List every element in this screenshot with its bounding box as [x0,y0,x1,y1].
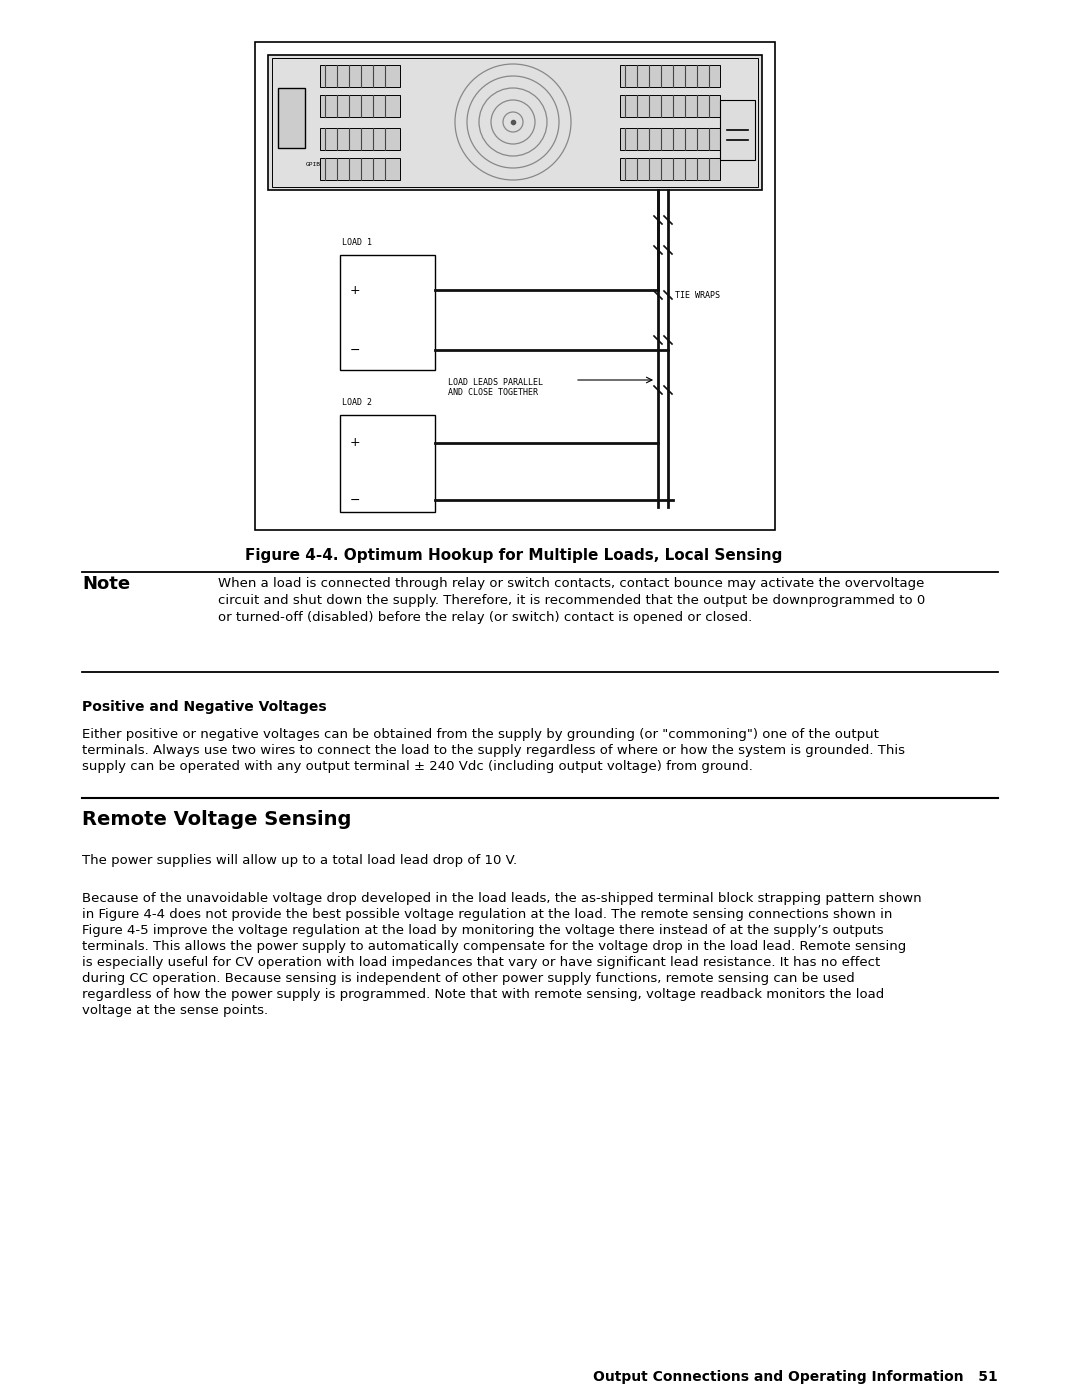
Text: +: + [350,436,361,450]
Bar [278,88,305,148]
Text: GPIB: GPIB [306,162,321,168]
Text: Figure 4-5 improve the voltage regulation at the load by monitoring the voltage : Figure 4-5 improve the voltage regulatio… [82,923,883,937]
Bar [320,95,400,117]
Text: Either positive or negative voltages can be obtained from the supply by groundin: Either positive or negative voltages can… [82,728,879,740]
Text: terminals. Always use two wires to connect the load to the supply regardless of : terminals. Always use two wires to conne… [82,745,905,757]
Bar [268,54,762,190]
Text: Output Connections and Operating Information   51: Output Connections and Operating Informa… [593,1370,998,1384]
Bar [272,59,758,187]
Text: supply can be operated with any output terminal ± 240 Vdc (including output volt: supply can be operated with any output t… [82,760,753,773]
Text: LOAD 2: LOAD 2 [342,398,372,407]
Bar [340,256,435,370]
Text: is especially useful for CV operation with load impedances that vary or have sig: is especially useful for CV operation wi… [82,956,880,970]
Bar [255,42,775,529]
Text: terminals. This allows the power supply to automatically compensate for the volt: terminals. This allows the power supply … [82,940,906,953]
Bar [620,129,720,149]
Text: Remote Voltage Sensing: Remote Voltage Sensing [82,810,351,828]
Text: during CC operation. Because sensing is independent of other power supply functi: during CC operation. Because sensing is … [82,972,854,985]
Bar [320,66,400,87]
Bar [720,101,755,161]
Text: Figure 4-4. Optimum Hookup for Multiple Loads, Local Sensing: Figure 4-4. Optimum Hookup for Multiple … [245,548,783,563]
Text: Because of the unavoidable voltage drop developed in the load leads, the as-ship: Because of the unavoidable voltage drop … [82,893,921,905]
Text: circuit and shut down the supply. Therefore, it is recommended that the output b: circuit and shut down the supply. Theref… [218,594,926,608]
Bar [340,415,435,511]
Bar [620,66,720,87]
Text: voltage at the sense points.: voltage at the sense points. [82,1004,268,1017]
Bar [620,158,720,180]
Text: −: − [350,344,361,356]
Text: When a load is connected through relay or switch contacts, contact bounce may ac: When a load is connected through relay o… [218,577,924,590]
Text: Positive and Negative Voltages: Positive and Negative Voltages [82,700,326,714]
Text: −: − [350,493,361,507]
Text: Note: Note [82,576,130,592]
Bar [320,129,400,149]
Bar [320,158,400,180]
Text: +: + [350,284,361,296]
Text: or turned-off (disabled) before the relay (or switch) contact is opened or close: or turned-off (disabled) before the rela… [218,610,753,624]
Text: LOAD 1: LOAD 1 [342,237,372,247]
Text: LOAD LEADS PARALLEL
AND CLOSE TOGETHER: LOAD LEADS PARALLEL AND CLOSE TOGETHER [448,379,543,397]
Bar [620,95,720,117]
Text: regardless of how the power supply is programmed. Note that with remote sensing,: regardless of how the power supply is pr… [82,988,885,1002]
Text: in Figure 4-4 does not provide the best possible voltage regulation at the load.: in Figure 4-4 does not provide the best … [82,908,892,921]
Text: TIE WRAPS: TIE WRAPS [675,291,720,299]
Text: The power supplies will allow up to a total load lead drop of 10 V.: The power supplies will allow up to a to… [82,854,517,868]
